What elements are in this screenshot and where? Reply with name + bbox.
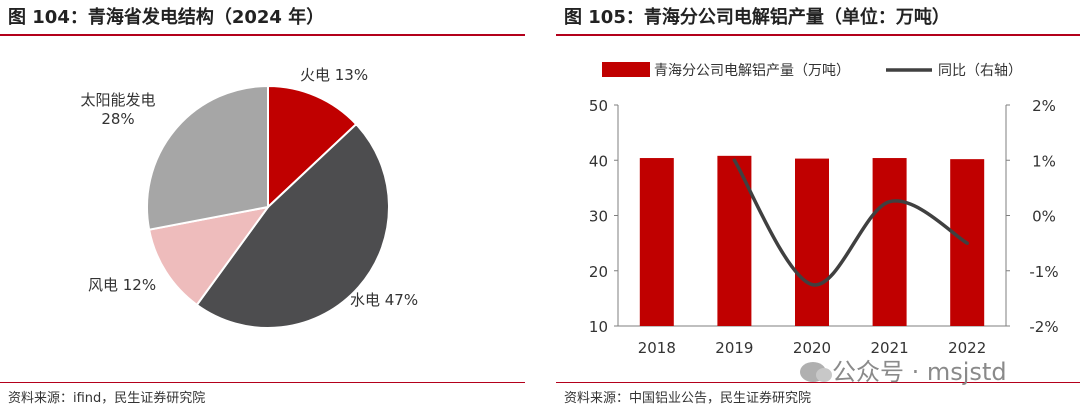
- pie-slice: [195, 122, 390, 329]
- bar-source-note: 资料来源：中国铝业公告，民生证券研究院: [564, 391, 812, 406]
- bar-top-rule: [556, 34, 1080, 36]
- wechat-icon: [800, 362, 832, 382]
- legend-bar-swatch: [602, 62, 650, 77]
- pie-slice: [267, 84, 358, 210]
- y2-tick-label: 1%: [1032, 152, 1056, 170]
- x-tick-label: 2020: [793, 339, 831, 357]
- pie-figure-title: 图 104：青海省发电结构（2024 年）: [8, 7, 325, 28]
- y-tick-label: 30: [589, 208, 608, 226]
- pie-label: 太阳能发电: [80, 91, 155, 109]
- y-tick-label: 40: [589, 152, 608, 170]
- watermark: 公众号 · msjstd: [800, 352, 1007, 387]
- watermark-text: 公众号 · msjstd: [832, 358, 1007, 386]
- pie-panel: 图 104：青海省发电结构（2024 年） 火电 13% 水电 47% 风电 12%…: [0, 0, 525, 413]
- x-tick-label: 2022: [948, 339, 986, 357]
- pie-label: 火电 13%: [300, 66, 368, 84]
- bar-bottom-rule: [556, 382, 1080, 383]
- bar: [795, 158, 829, 326]
- y-tick-label: 20: [589, 263, 608, 281]
- x-tick-label: 2019: [715, 339, 753, 357]
- bar: [872, 158, 907, 326]
- pie-slice: [146, 84, 269, 231]
- pie-source-note: 资料来源：ifind，民生证券研究院: [8, 391, 206, 406]
- y2-tick-label: -1%: [1029, 263, 1058, 281]
- bar: [639, 158, 674, 326]
- bar-figure-title: 图 105：青海分公司电解铝产量（单位：万吨）: [564, 7, 950, 28]
- yoy-line: [732, 158, 969, 287]
- pie-label: 风电 12%: [88, 276, 156, 294]
- y-tick-label: 50: [589, 97, 608, 115]
- pie-label: 水电 47%: [350, 291, 418, 309]
- pie-top-rule: [0, 34, 525, 36]
- x-tick-label: 2021: [871, 339, 909, 357]
- pie-bottom-rule: [0, 382, 525, 383]
- y2-tick-label: -2%: [1029, 318, 1058, 336]
- pie-label: 28%: [101, 110, 134, 128]
- legend-label: 同比（右轴）: [938, 63, 1022, 79]
- x-tick-label: 2018: [638, 339, 676, 357]
- legend-label: 青海分公司电解铝产量（万吨）: [654, 63, 850, 79]
- y2-tick-label: 2%: [1032, 97, 1056, 115]
- y-tick-label: 10: [589, 318, 608, 336]
- bar-panel: 图 105：青海分公司电解铝产量（单位：万吨） 10 20 30 40 50 -2% -1%…: [556, 0, 1080, 413]
- bar-line-chart: 10 20 30 40 50 -2% -1% 0% 1% 2% 2018 2019 2020 2021 20…: [589, 62, 1059, 357]
- y2-tick-label: 0%: [1032, 208, 1056, 226]
- pie-slice: [147, 205, 271, 307]
